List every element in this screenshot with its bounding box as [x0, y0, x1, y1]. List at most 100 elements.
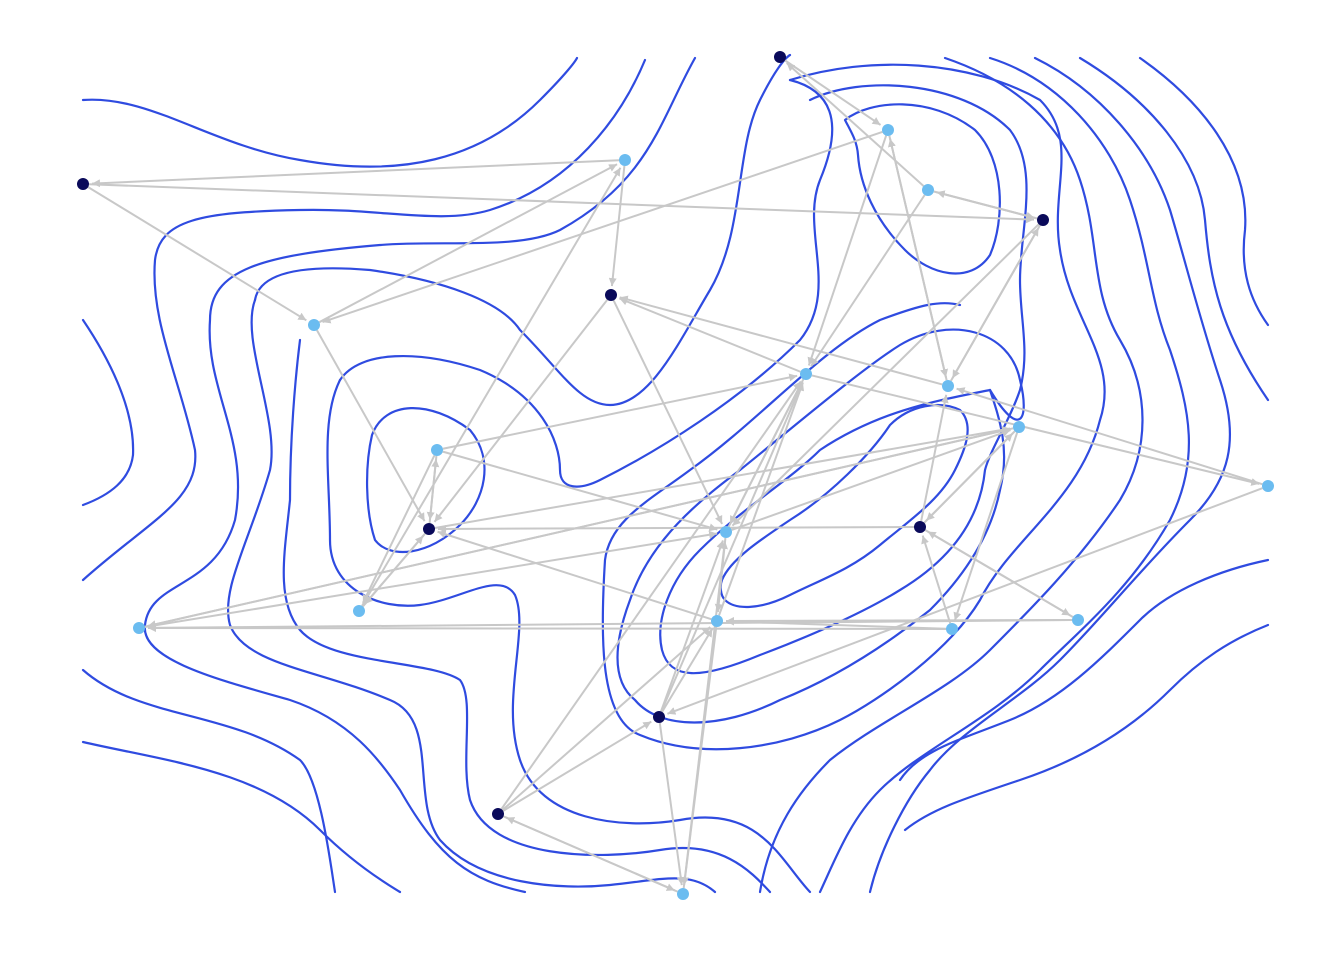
graph-edge	[725, 617, 947, 630]
graph-node-dark	[653, 711, 665, 723]
contour-line	[81, 318, 135, 507]
contour-line	[226, 298, 717, 894]
graph-node-dark	[423, 523, 435, 535]
graph-edge	[661, 628, 714, 713]
graph-node-light	[1262, 480, 1274, 492]
contour-line	[758, 56, 1144, 894]
graph-edge	[608, 165, 626, 287]
graph-node-light	[922, 184, 934, 196]
graph-edge	[500, 380, 802, 810]
graph-edge	[91, 159, 620, 188]
graph-edge	[921, 535, 952, 624]
graph-edge	[505, 816, 678, 893]
graph-edge	[660, 381, 804, 712]
graph-node-layer	[77, 51, 1274, 900]
graph-node-light	[677, 888, 689, 900]
graph-edge	[729, 378, 805, 525]
contour-line	[338, 78, 834, 488]
graph-edge	[956, 387, 1263, 486]
contour-line	[616, 328, 1025, 724]
graph-edge	[501, 626, 711, 811]
graph-node-dark	[492, 808, 504, 820]
graph-edge	[936, 190, 1038, 220]
contour-line	[843, 103, 1001, 275]
contour-line	[81, 58, 647, 582]
graph-edge	[318, 163, 618, 324]
graph-edge	[682, 540, 728, 889]
graph-edge	[658, 722, 685, 886]
contour-line	[81, 56, 579, 168]
graph-node-light	[942, 380, 954, 392]
graph-node-light	[133, 622, 145, 634]
graph-edge	[807, 135, 888, 366]
contour-line	[601, 63, 1106, 751]
graph-edge	[612, 299, 723, 525]
graph-edge	[362, 454, 436, 604]
graph-edge	[887, 138, 948, 381]
contour-line	[1078, 56, 1270, 402]
contour-line	[282, 338, 772, 894]
graph-edge	[147, 427, 1014, 629]
graph-edge	[147, 619, 1073, 632]
graph-node-light	[800, 368, 812, 380]
contour-line	[143, 56, 697, 894]
graph-edge	[144, 530, 718, 629]
graph-edge	[502, 720, 652, 812]
graph-edge	[786, 62, 925, 187]
graph-node-light	[720, 526, 732, 538]
graph-edge	[731, 428, 1011, 531]
graph-edge	[434, 425, 1011, 529]
graph-edge	[426, 455, 438, 521]
graph-edge-layer	[87, 59, 1263, 893]
contour-line	[253, 53, 792, 407]
graph-edge	[660, 540, 724, 712]
graph-edge	[618, 297, 801, 373]
graph-edge	[362, 535, 424, 608]
graph-node-light	[946, 623, 958, 635]
graph-node-light	[711, 615, 723, 627]
graph-edge	[437, 530, 712, 621]
graph-edge	[442, 373, 798, 450]
graph-edge	[442, 450, 718, 532]
contour-line	[818, 56, 1190, 894]
graph-edge	[667, 487, 1263, 715]
graph-node-dark	[605, 289, 617, 301]
graph-node-dark	[1037, 214, 1049, 226]
graph-node-light	[1013, 421, 1025, 433]
graph-node-light	[431, 444, 443, 456]
density-contour-layer	[81, 53, 1270, 894]
graph-node-light	[1072, 614, 1084, 626]
graph-edge	[927, 530, 1074, 618]
contour-line	[1138, 56, 1270, 327]
graph-node-dark	[914, 521, 926, 533]
graph-node-light	[882, 124, 894, 136]
graph-node-light	[619, 154, 631, 166]
contour-line	[898, 558, 1270, 782]
graph-edge	[619, 295, 943, 386]
graph-edge	[731, 223, 1040, 527]
graph-edge	[437, 524, 915, 533]
graph-edge	[784, 59, 882, 126]
graph-edge	[361, 167, 622, 607]
graph-edge	[811, 374, 1260, 486]
graph-node-dark	[77, 178, 89, 190]
contour-line	[868, 56, 1232, 894]
graph-edge	[147, 624, 947, 633]
graph-edge	[810, 194, 926, 368]
contour-line	[81, 740, 402, 894]
graph-node-dark	[774, 51, 786, 63]
graph-node-light	[308, 319, 320, 331]
graph-edge	[322, 130, 883, 324]
contour-line	[903, 623, 1270, 832]
graph-edge	[87, 186, 307, 322]
graph-edge	[433, 299, 609, 523]
graph-edge	[953, 432, 1019, 621]
graph-edge	[951, 224, 1041, 379]
contour-line	[365, 407, 486, 554]
contour-line	[81, 668, 337, 894]
graph-edge	[316, 329, 426, 522]
graph-edge	[88, 183, 1035, 224]
graph-node-light	[353, 605, 365, 617]
